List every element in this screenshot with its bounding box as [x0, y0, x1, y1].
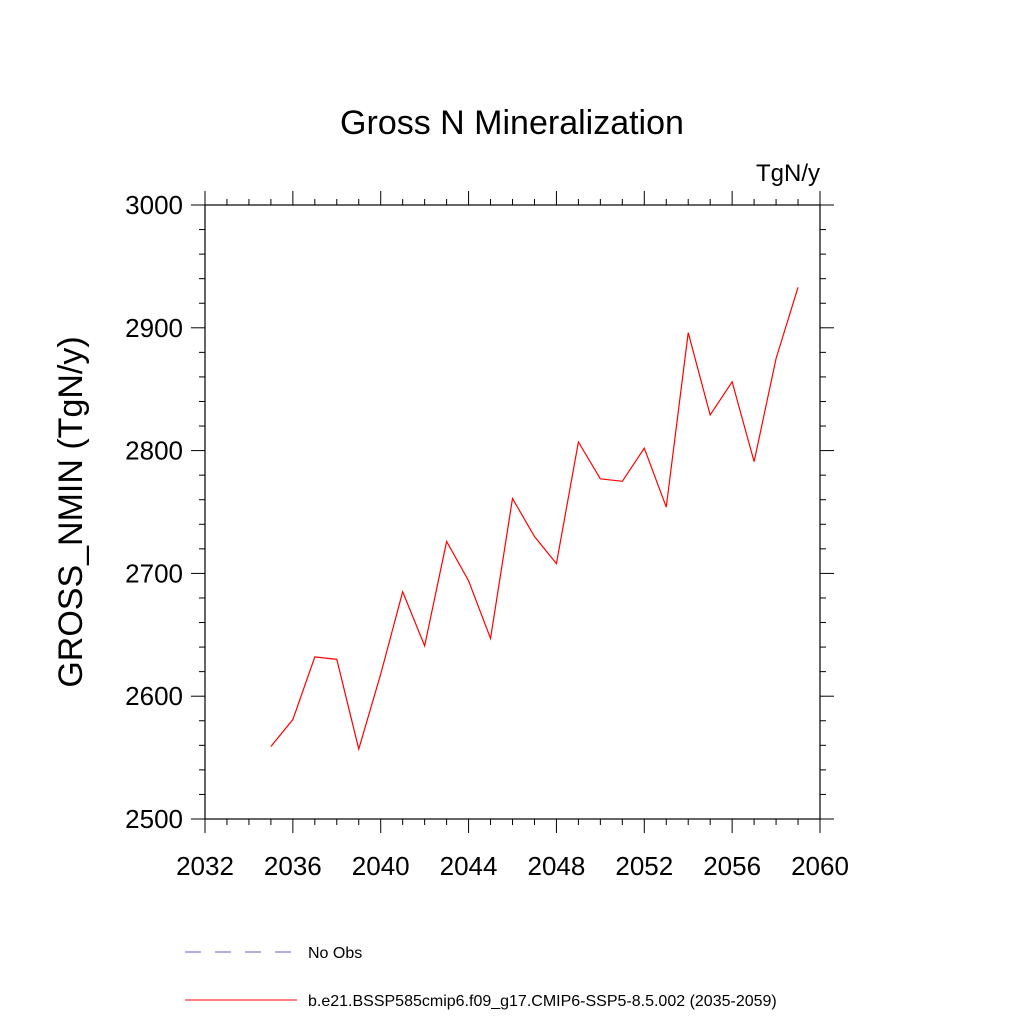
legend-label: No Obs — [308, 945, 362, 962]
x-tick-label: 2036 — [264, 851, 322, 881]
legend-label: b.e21.BSSP585cmip6.f09_g17.CMIP6-SSP5-8.… — [308, 993, 777, 1010]
y-tick-label: 2600 — [125, 681, 183, 711]
y-tick-label: 2500 — [125, 804, 183, 834]
x-tick-label: 2044 — [440, 851, 498, 881]
y-tick-label: 3000 — [125, 190, 183, 220]
series-layer — [270, 287, 799, 752]
units-label: TgN/y — [756, 160, 820, 187]
x-tick-label: 2040 — [352, 851, 410, 881]
y-axis-label: GROSS_NMIN (TgN/y) — [52, 336, 90, 687]
x-tick-label: 2048 — [528, 851, 586, 881]
x-tick-label: 2056 — [703, 851, 761, 881]
y-tick-label: 2800 — [125, 436, 183, 466]
x-tick-label: 2060 — [791, 851, 849, 881]
axis-ticks — [191, 191, 834, 833]
y-tick-label: 2900 — [125, 313, 183, 343]
series-line — [270, 287, 799, 752]
plot-frame — [204, 204, 821, 820]
y-tick-label: 2700 — [125, 558, 183, 588]
x-tick-label: 2032 — [176, 851, 234, 881]
x-tick-label: 2052 — [615, 851, 673, 881]
legend: No Obs b.e21.BSSP585cmip6.f09_g17.CMIP6-S… — [185, 945, 777, 1010]
chart-title: Gross N Mineralization — [340, 104, 684, 142]
axis-tick-labels: 2032 2036 2040 2044 2048 2052 2056 2060 2500 2600… — [125, 190, 849, 881]
